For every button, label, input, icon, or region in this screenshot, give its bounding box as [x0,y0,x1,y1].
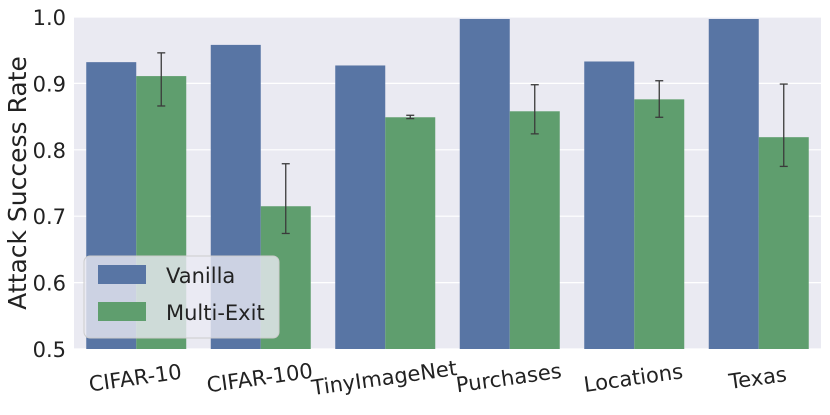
error-bars [157,52,788,235]
legend-swatch-vanilla [98,265,146,284]
bar-multi-exit [385,117,436,349]
x-tick-label: CIFAR-10 [87,360,183,397]
legend-label-multi-exit: Multi-Exit [166,301,265,325]
x-tick-label: Purchases [454,359,563,398]
y-axis-label: Attack Success Rate [3,56,32,310]
legend-label-vanilla: Vanilla [166,264,235,288]
x-tick-label: Texas [726,362,788,394]
y-tick-label: 0.9 [33,72,66,96]
bar-multi-exit [509,111,560,350]
y-tick-label: 0.8 [33,139,66,163]
x-tick-label: Locations [582,359,684,397]
legend-swatch-multi-exit [98,302,146,321]
bar-vanilla [584,61,635,349]
x-tick-label: CIFAR-100 [205,359,314,398]
legend: Vanilla Multi-Exit [83,255,280,339]
x-tick-label: TinyImageNet [309,356,458,400]
bar-vanilla [335,65,386,350]
bar-vanilla [708,18,759,349]
y-tick-label: 0.6 [33,272,66,296]
bar-multi-exit [634,99,685,349]
y-tick-labels: 0.5 0.6 0.7 0.8 0.9 1.0 [33,6,66,362]
y-tick-label: 0.7 [33,205,66,229]
y-tick-label: 1.0 [33,6,66,30]
bar-multi-exit [758,137,809,349]
y-tick-label: 0.5 [33,338,66,362]
bar-vanilla [459,18,510,349]
